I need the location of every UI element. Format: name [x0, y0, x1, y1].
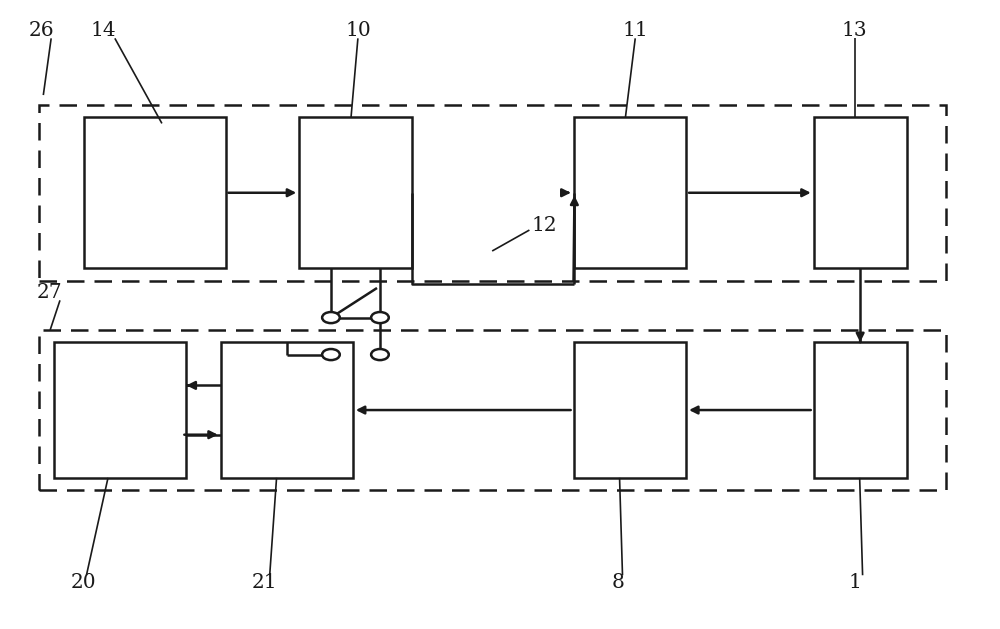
Bar [574, 342, 686, 478]
Bar [54, 342, 186, 478]
Bar [299, 117, 412, 268]
Text: 11: 11 [622, 21, 648, 40]
Bar [221, 342, 353, 478]
Bar [39, 330, 946, 490]
Text: 8: 8 [611, 573, 624, 592]
Text: 21: 21 [252, 573, 278, 592]
Bar [814, 117, 907, 268]
Text: 14: 14 [90, 21, 116, 40]
Text: 13: 13 [842, 21, 868, 40]
Bar [814, 342, 907, 478]
Circle shape [371, 349, 389, 360]
Text: 20: 20 [71, 573, 96, 592]
Text: 1: 1 [848, 573, 861, 592]
Circle shape [322, 349, 340, 360]
Text: 27: 27 [36, 284, 62, 303]
Circle shape [322, 312, 340, 323]
Text: 12: 12 [531, 216, 557, 235]
Text: 26: 26 [29, 21, 54, 40]
Text: 10: 10 [345, 21, 371, 40]
Bar [39, 105, 946, 281]
Bar [84, 117, 226, 268]
Bar [574, 117, 686, 268]
Circle shape [371, 312, 389, 323]
